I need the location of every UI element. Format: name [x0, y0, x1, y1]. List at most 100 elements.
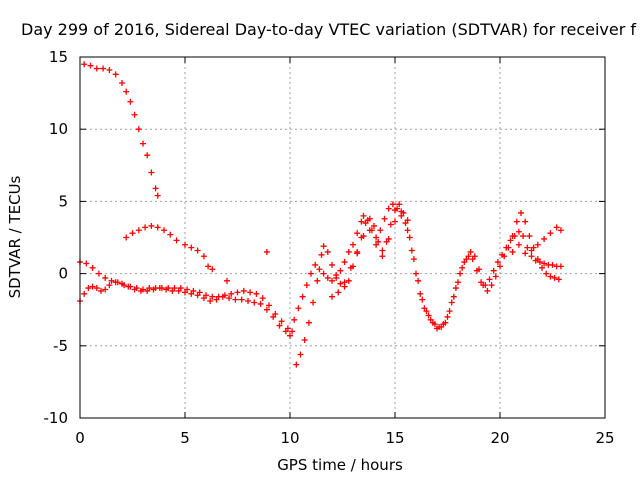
data-point — [476, 266, 482, 273]
data-point — [154, 224, 161, 231]
data-point — [156, 285, 163, 292]
data-point — [329, 261, 335, 268]
data-point — [345, 248, 352, 255]
data-point — [381, 215, 388, 222]
data-point — [518, 209, 524, 216]
data-point — [528, 247, 535, 254]
data-point — [366, 227, 373, 234]
data-point — [547, 230, 554, 237]
data-point — [112, 71, 119, 78]
data-point — [377, 227, 384, 234]
data-point — [404, 217, 411, 224]
data-point — [152, 185, 159, 192]
data-point — [467, 248, 474, 255]
data-point — [555, 276, 562, 283]
data-point — [494, 259, 501, 266]
y-tick-label: 5 — [58, 192, 68, 210]
data-point — [541, 260, 548, 267]
data-point — [444, 313, 451, 320]
data-point — [345, 277, 352, 284]
data-point — [219, 293, 226, 300]
data-point — [167, 231, 174, 238]
data-point — [144, 287, 151, 294]
data-point — [161, 227, 167, 234]
data-point — [341, 279, 348, 286]
data-point — [406, 234, 413, 241]
data-point — [385, 205, 392, 212]
data-point — [534, 241, 541, 248]
data-point — [410, 256, 417, 263]
data-point — [457, 270, 464, 277]
data-point — [209, 293, 216, 300]
x-tick-labels: 0 5 10 15 20 25 — [75, 429, 614, 447]
data-point — [513, 218, 520, 225]
data-point — [486, 276, 493, 283]
data-point — [371, 222, 377, 229]
data-point — [188, 244, 195, 251]
data-point — [228, 290, 235, 297]
data-point — [291, 316, 298, 323]
data-point — [360, 212, 367, 219]
x-tick-label: 0 — [75, 429, 85, 447]
data-point — [358, 218, 365, 225]
data-point — [106, 66, 113, 73]
data-point — [253, 290, 260, 297]
data-point — [112, 279, 119, 286]
data-point — [557, 227, 564, 234]
data-point — [335, 289, 342, 296]
data-point — [266, 302, 272, 309]
data-point — [312, 261, 319, 268]
data-point — [194, 247, 201, 254]
data-point — [106, 282, 113, 289]
data-point — [557, 263, 564, 270]
data-point — [507, 237, 514, 244]
data-point — [471, 253, 478, 260]
data-point — [148, 222, 155, 229]
data-point — [135, 227, 142, 234]
data-point — [270, 313, 277, 320]
y-axis-label: SDTVAR / TECUs — [6, 175, 24, 298]
data-point — [341, 259, 348, 266]
y-tick-label: -10 — [44, 409, 69, 427]
data-point — [549, 261, 556, 268]
data-point — [238, 296, 245, 303]
x-tick-label: 10 — [280, 429, 299, 447]
data-point — [102, 286, 109, 293]
data-point — [276, 322, 283, 329]
data-point — [247, 289, 254, 296]
y-tick-label: 0 — [58, 265, 68, 283]
data-point — [83, 260, 90, 267]
data-point — [102, 274, 109, 281]
data-point — [398, 208, 405, 215]
data-point — [123, 234, 130, 241]
data-point — [200, 295, 207, 302]
data-point — [140, 140, 146, 147]
data-point — [209, 266, 216, 273]
data-point — [289, 328, 296, 335]
data-point — [434, 325, 440, 332]
data-point — [446, 308, 453, 315]
data-point — [520, 233, 527, 240]
data-point — [419, 296, 426, 303]
data-points — [77, 61, 564, 368]
data-point — [303, 282, 310, 289]
data-point — [379, 247, 386, 254]
data-point — [509, 248, 516, 255]
data-point — [129, 230, 136, 237]
data-point — [442, 319, 449, 326]
data-point — [515, 228, 522, 235]
data-point — [144, 152, 151, 159]
data-point — [200, 253, 207, 260]
data-point — [404, 227, 411, 234]
data-point — [154, 192, 161, 199]
data-point — [163, 286, 170, 293]
data-point — [488, 282, 495, 289]
data-point — [100, 65, 107, 72]
data-point — [320, 243, 327, 250]
data-point — [287, 332, 293, 339]
data-point — [318, 251, 325, 258]
data-point — [373, 234, 380, 241]
data-point — [379, 253, 386, 260]
data-point — [484, 287, 491, 294]
